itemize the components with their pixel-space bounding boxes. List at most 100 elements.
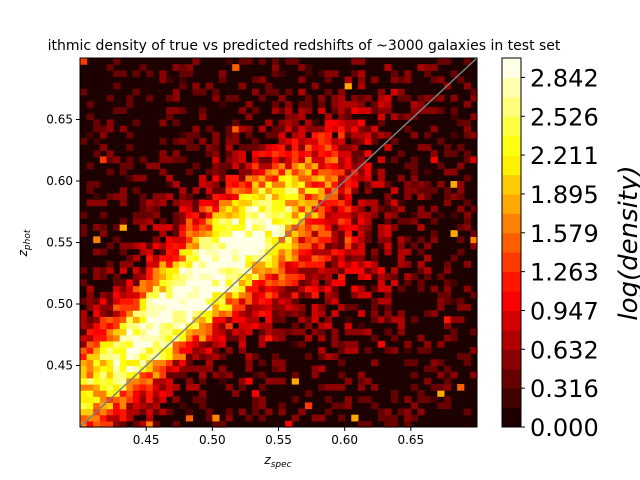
heatmap-cell [179, 64, 187, 71]
heatmap-cell [351, 242, 359, 250]
heatmap-cell [199, 353, 207, 360]
heatmap-cell [377, 285, 385, 293]
heatmap-cell [404, 408, 412, 416]
heatmap-cell [146, 353, 154, 360]
heatmap-cell [113, 107, 121, 114]
heatmap-cell [265, 291, 273, 299]
heatmap-cell [384, 285, 392, 293]
heatmap-cell [245, 199, 253, 207]
heatmap-cell [146, 322, 154, 330]
heatmap-cell [126, 359, 134, 367]
heatmap-cell [318, 224, 326, 231]
heatmap-cell [126, 279, 134, 287]
heatmap-cell [212, 156, 220, 164]
heatmap-cell [225, 211, 233, 219]
heatmap-cell [357, 310, 366, 317]
heatmap-cell [218, 230, 227, 237]
colorbar-gradient [502, 58, 521, 428]
heatmap-cell [417, 408, 425, 416]
heatmap-cell [225, 279, 233, 287]
heatmap-cell [331, 297, 339, 305]
heatmap-cell [205, 199, 213, 207]
heatmap-cell [291, 187, 299, 194]
heatmap-cell [212, 285, 220, 293]
heatmap-cell [126, 131, 134, 139]
heatmap-cell [338, 137, 346, 145]
heatmap-cell [132, 390, 141, 397]
heatmap-cell [324, 156, 333, 164]
heatmap-cell [93, 316, 101, 324]
heatmap-cell [338, 217, 346, 225]
heatmap-cell [291, 113, 299, 121]
heatmap-cell [139, 217, 147, 225]
heatmap-cell [212, 131, 220, 139]
heatmap-cell [232, 94, 240, 102]
heatmap-cell [166, 107, 174, 114]
heatmap-cell [311, 168, 319, 176]
heatmap-cell [457, 119, 465, 127]
heatmap-cell [311, 414, 319, 422]
heatmap-cell [357, 125, 366, 133]
heatmap-cell [212, 310, 220, 317]
heatmap-cell [179, 76, 187, 84]
heatmap-cell [324, 383, 333, 391]
heatmap-cell [397, 150, 405, 157]
heatmap-cell [225, 137, 233, 145]
heatmap-cell [424, 254, 432, 262]
heatmap-cell [152, 224, 160, 231]
heatmap-cell [159, 383, 167, 391]
heatmap-cell [126, 353, 134, 360]
heatmap-cell [132, 88, 141, 96]
heatmap-cell [199, 107, 207, 114]
heatmap-cell [218, 242, 227, 250]
heatmap-cell [318, 168, 326, 176]
heatmap-cell [225, 193, 233, 201]
heatmap-cell [331, 168, 339, 176]
heatmap-cell [443, 334, 452, 342]
heatmap-cell [205, 181, 213, 188]
heatmap-cell [318, 217, 326, 225]
heatmap-cell [410, 187, 419, 194]
heatmap-cell [159, 316, 167, 324]
heatmap-cell [470, 291, 478, 299]
heatmap-cell [384, 64, 392, 71]
heatmap-cell [291, 181, 299, 188]
heatmap-cell [179, 131, 187, 139]
heatmap-cell [404, 162, 412, 170]
heatmap-cell [331, 242, 339, 250]
heatmap-cell [410, 168, 419, 176]
heatmap-cell [106, 359, 114, 367]
colorbar-level [502, 232, 521, 253]
heatmap-cell [80, 340, 88, 348]
heatmap-cell [271, 297, 280, 305]
heatmap-cell [278, 377, 286, 385]
heatmap-cell [113, 297, 121, 305]
heatmap-cell [126, 371, 134, 379]
heatmap-cell [86, 199, 94, 207]
heatmap-cell [331, 340, 339, 348]
heatmap-cell [298, 174, 306, 182]
heatmap-cell [179, 365, 187, 373]
heatmap-cell [258, 328, 266, 336]
heatmap-cell [199, 297, 207, 305]
heatmap-cell [139, 316, 147, 324]
heatmap-cell [304, 156, 313, 164]
heatmap-cell [159, 304, 167, 311]
heatmap-cell [199, 371, 207, 379]
heatmap-cell [331, 353, 339, 360]
heatmap-cell [324, 236, 333, 244]
heatmap-cell [119, 304, 127, 311]
heatmap-cell [258, 334, 266, 342]
heatmap-cell [364, 273, 372, 280]
heatmap-cell [113, 377, 121, 385]
heatmap-cell [93, 402, 101, 410]
heatmap-cell [331, 150, 339, 157]
heatmap-cell [179, 137, 187, 145]
heatmap-cell [324, 88, 333, 96]
heatmap-cell [192, 322, 200, 330]
heatmap-cell [258, 94, 266, 102]
heatmap-cell [225, 58, 233, 65]
heatmap-cell [278, 316, 286, 324]
heatmap-cell [410, 217, 419, 225]
